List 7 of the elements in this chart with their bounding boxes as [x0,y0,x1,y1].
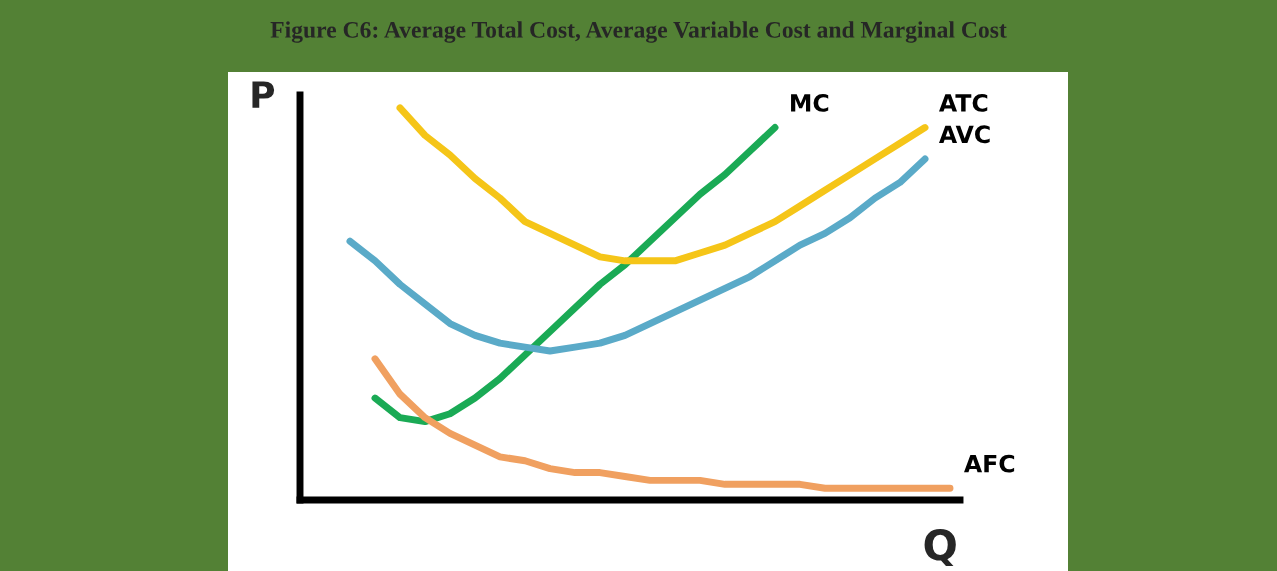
chart-title: Figure C6: Average Total Cost, Average Variable Cost and Marginal Cost [270,21,1007,43]
x-axis-title: Q [924,529,956,567]
series-label: ATC [939,94,988,112]
y-axis-title: P [252,81,275,108]
series-label: AVC [939,125,990,144]
series-label: MC [791,94,829,112]
series-label: AFC [964,454,1015,473]
